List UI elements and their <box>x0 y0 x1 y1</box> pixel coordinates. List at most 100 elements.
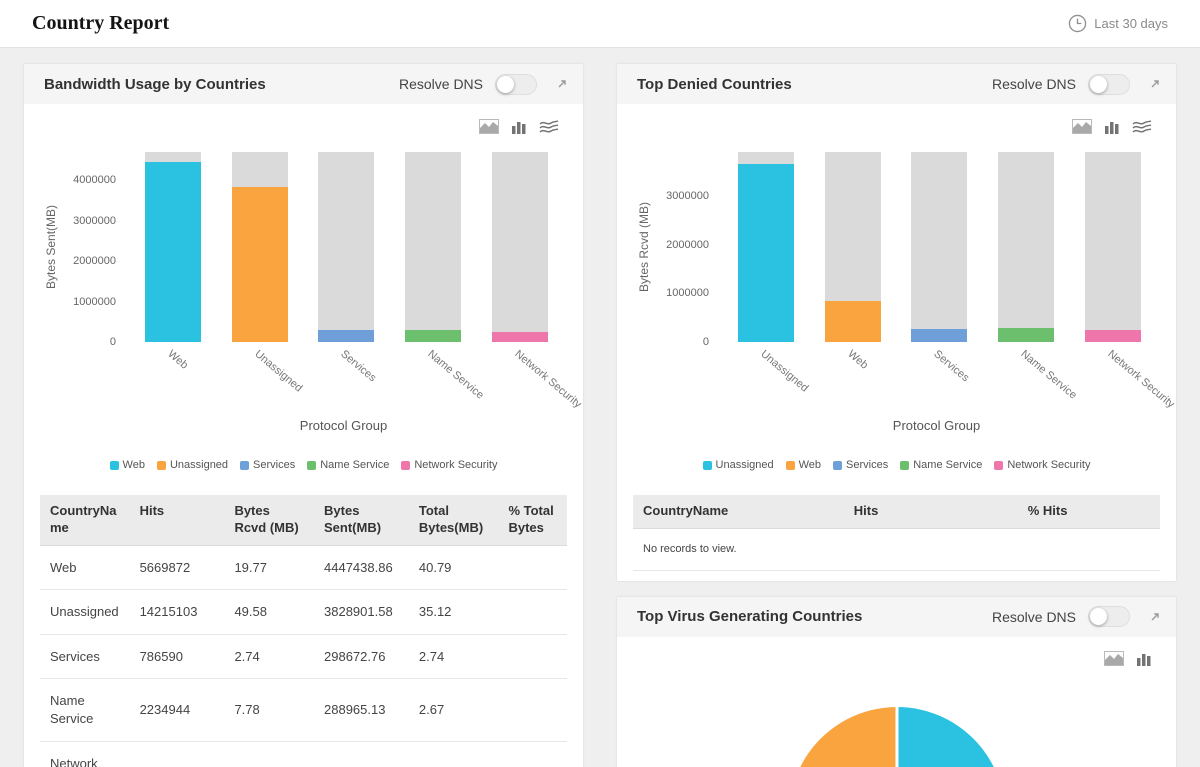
legend: Unassigned Web Services Name Service Network… <box>633 459 1160 471</box>
bar[interactable]: Web <box>824 152 881 372</box>
table-cell: 7.78 <box>224 678 315 742</box>
legend-item[interactable]: Web <box>109 459 145 471</box>
legend-item[interactable]: Name Service <box>900 459 982 471</box>
right-column: Top Denied Countries Resolve DNS <box>617 64 1176 767</box>
legend-item[interactable]: Services <box>240 459 295 471</box>
country-link[interactable]: Services <box>40 634 130 680</box>
panel-body: Bytes Rcvd (MB) 0 1000000 2000000 3000000 U… <box>617 104 1176 581</box>
table-cell: 19.77 <box>224 545 315 591</box>
bar-fill <box>405 330 462 342</box>
legend-item[interactable]: Unassigned <box>156 459 228 471</box>
table-cell: 5669872 <box>129 545 225 591</box>
legend-swatch <box>702 460 712 470</box>
legend-swatch <box>109 460 119 470</box>
table-row: Web 5669872 19.77 4447438.86 40.79 <box>40 545 567 591</box>
bar[interactable]: Services <box>318 152 379 384</box>
bar[interactable]: Services <box>911 152 972 384</box>
y-axis-title: Bytes Rcvd (MB) <box>637 202 651 293</box>
panel-top-denied: Top Denied Countries Resolve DNS <box>617 64 1176 581</box>
table-cell: 49.58 <box>224 589 315 635</box>
legend-swatch <box>156 460 166 470</box>
resolve-dns-label: Resolve DNS <box>398 76 483 92</box>
table-cell: 2.67 <box>408 678 499 742</box>
panel-header: Top Virus Generating Countries Resolve D… <box>617 596 1176 637</box>
table-cell: 3828901.58 <box>314 589 409 635</box>
bar-chart-icon[interactable] <box>1136 651 1152 667</box>
bar[interactable]: Web <box>145 152 202 372</box>
toggle-knob <box>1090 608 1107 626</box>
resolve-dns-toggle[interactable] <box>1088 606 1130 628</box>
area-chart-icon[interactable] <box>1104 651 1124 667</box>
bar-fill <box>998 327 1055 342</box>
table-cell <box>498 678 567 742</box>
main-content: Bandwidth Usage by Countries Resolve DNS <box>0 48 1200 767</box>
bar-fill <box>318 329 375 342</box>
legend-swatch <box>833 460 843 470</box>
x-axis-title: Protocol Group <box>892 418 981 433</box>
x-category-label: Unassigned <box>758 348 811 395</box>
stream-chart-icon[interactable] <box>1132 119 1152 133</box>
legend-swatch <box>994 460 1004 470</box>
x-category-label: Services <box>338 348 379 385</box>
expand-icon[interactable] <box>1148 610 1162 624</box>
stream-chart-icon[interactable] <box>539 119 559 133</box>
table-cell: 2.35 <box>408 741 499 767</box>
legend-swatch <box>785 460 795 470</box>
x-category-label: Network Security <box>511 348 584 411</box>
country-link[interactable]: Unassigned <box>40 589 130 635</box>
legend-item[interactable]: Network Security <box>401 459 497 471</box>
legend-item[interactable]: Web <box>785 459 821 471</box>
bar[interactable]: Network Security <box>491 152 583 411</box>
bar[interactable]: Name Service <box>998 152 1079 402</box>
legend-swatch <box>401 460 411 470</box>
legend: Web Unassigned Services Name Service Network… <box>40 459 567 471</box>
table-row: Services 786590 2.74 298672.76 2.74 <box>40 634 567 680</box>
bar[interactable]: Unassigned <box>738 152 811 395</box>
denied-table: CountryName Hits% Hits No records to view. <box>633 495 1160 571</box>
bar-chart-icon[interactable] <box>1104 119 1120 134</box>
column-header: Bytes Rcvd (MB) <box>224 495 315 546</box>
plot-area: Web Unassigned Services Name Service Network… <box>126 152 583 411</box>
country-link[interactable]: Name Service <box>40 678 130 742</box>
panel-body: Bytes Sent(MB) 0 1000000 2000000 3000000 400… <box>24 104 583 767</box>
legend-swatch <box>240 460 250 470</box>
table-cell <box>498 589 567 635</box>
column-header: Total Bytes(MB) <box>408 495 499 546</box>
resolve-dns-toggle[interactable] <box>495 73 537 95</box>
x-category-label: Unassigned <box>252 348 305 395</box>
empty-row: No records to view. <box>633 528 1160 571</box>
legend-item[interactable]: Network Security <box>994 459 1090 471</box>
expand-icon[interactable] <box>1148 77 1162 91</box>
legend-label: Name Service <box>320 459 390 471</box>
column-header: Hits <box>129 495 225 546</box>
time-range-selector[interactable]: Last 30 days <box>1068 14 1168 33</box>
pie-chart-wrap <box>633 706 1160 767</box>
table-cell: 4447438.86 <box>314 545 409 591</box>
legend-item[interactable]: Unassigned <box>702 459 774 471</box>
country-link[interactable]: Web <box>40 545 130 591</box>
area-chart-icon[interactable] <box>479 118 499 134</box>
table-cell: 2234944 <box>129 678 225 742</box>
legend-swatch <box>900 460 910 470</box>
bar-chart-icon[interactable] <box>511 119 527 134</box>
legend-item[interactable]: Name Service <box>307 459 389 471</box>
legend-item[interactable]: Services <box>833 459 888 471</box>
table-cell: 255256.72 <box>314 741 409 767</box>
country-link[interactable]: Network Security <box>40 741 130 767</box>
panel-title: Bandwidth Usage by Countries <box>44 75 266 93</box>
expand-icon[interactable] <box>555 77 569 91</box>
x-category-label: Network Security <box>1104 348 1177 411</box>
bar[interactable]: Name Service <box>405 152 486 402</box>
bar[interactable]: Network Security <box>1084 152 1176 411</box>
y-tick-label: 0 <box>702 336 709 348</box>
virus-pie-chart[interactable] <box>788 706 1005 767</box>
table-cell <box>498 741 567 767</box>
panel-title: Top Denied Countries <box>637 75 792 93</box>
legend-label: Network Security <box>1007 459 1091 471</box>
column-header: CountryName <box>633 495 844 529</box>
legend-label: Name Service <box>913 459 983 471</box>
resolve-dns-toggle[interactable] <box>1088 73 1130 95</box>
area-chart-icon[interactable] <box>1072 118 1092 134</box>
bar[interactable]: Unassigned <box>231 152 304 395</box>
column-header: % Total Bytes <box>498 495 567 546</box>
